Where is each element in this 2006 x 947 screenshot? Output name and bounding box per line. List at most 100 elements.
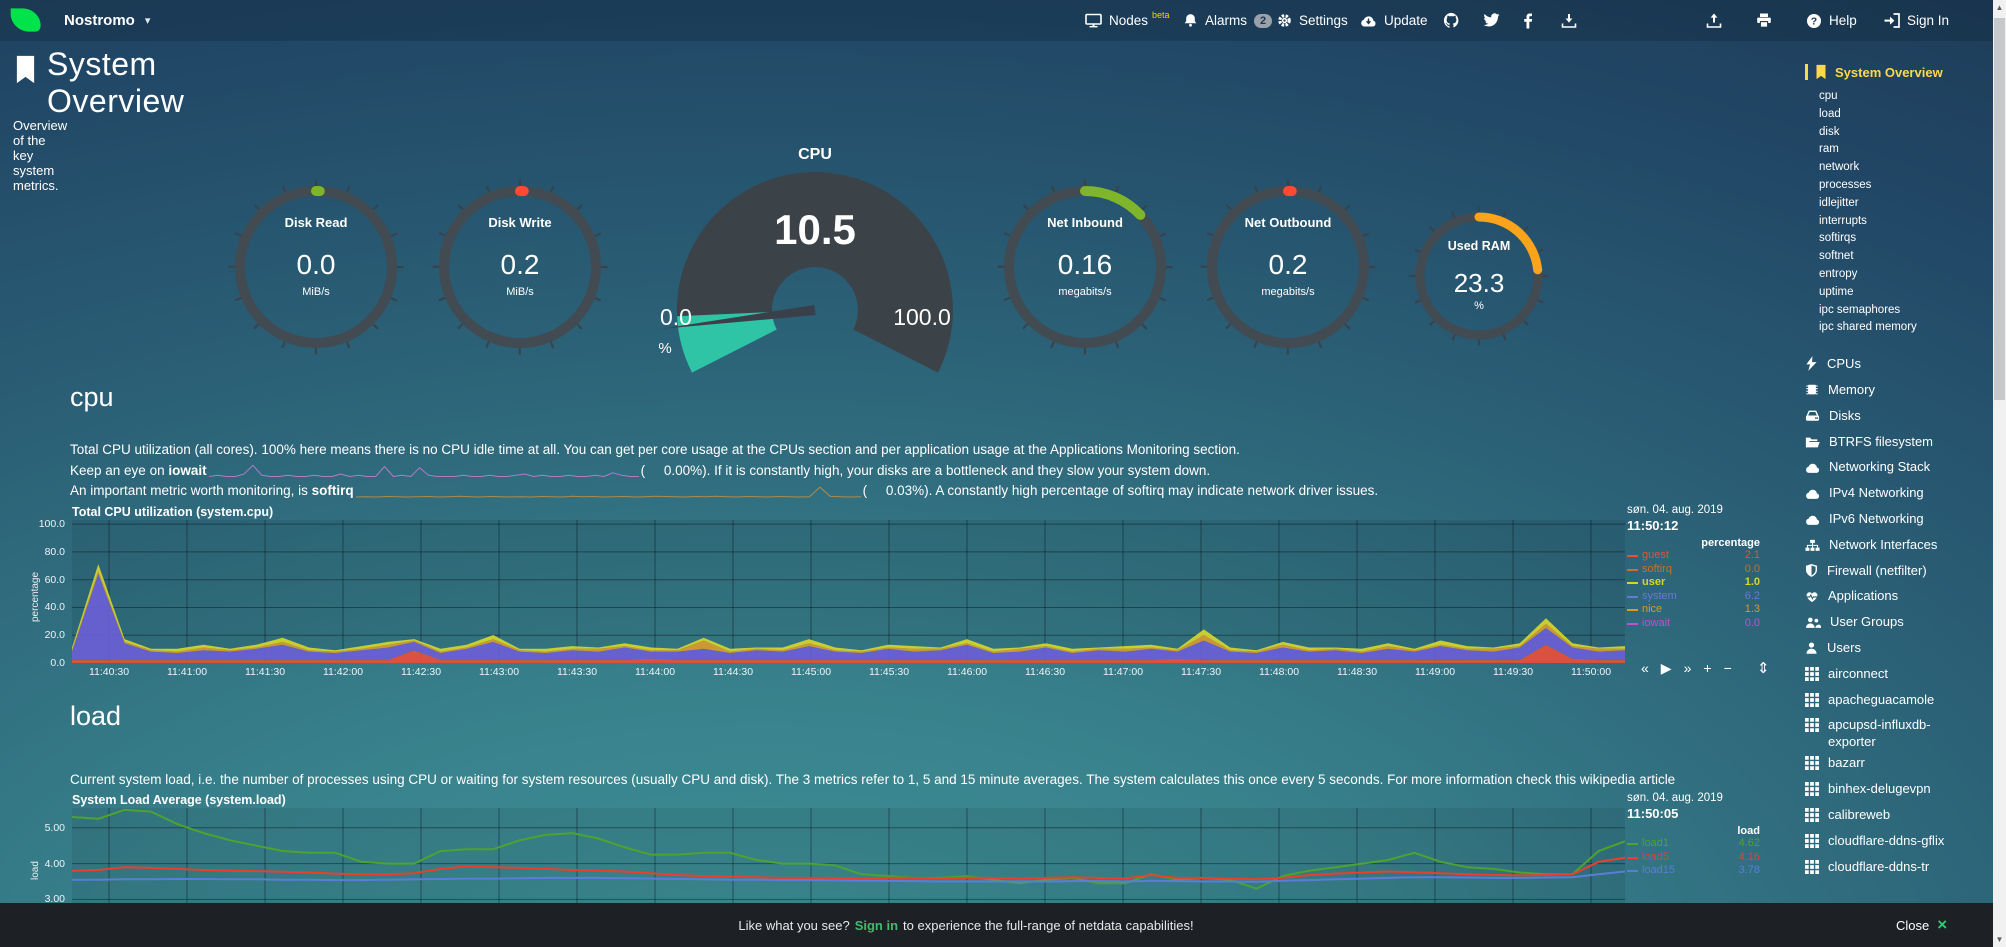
gauge-cpu[interactable]: CPU 10.5 0.0 100.0 %	[650, 140, 980, 400]
user-icon	[1806, 642, 1817, 654]
legend-row-load15[interactable]: load15 3.78	[1627, 864, 1760, 878]
sidebar-item-softirqs[interactable]: softirqs	[1819, 232, 1857, 245]
sidebar-item-load[interactable]: load	[1819, 107, 1841, 120]
nav-twitter[interactable]	[1483, 0, 1500, 41]
signin-banner: Like what you see? Sign in to experience…	[0, 903, 1993, 947]
chart-resize-handle[interactable]: ⇕	[1757, 660, 1770, 677]
nav-settings[interactable]: Settings	[1277, 0, 1348, 41]
gauge-units: megabits/s	[1058, 286, 1112, 298]
sidebar-item-apacheguacamole[interactable]: apacheguacamole	[1805, 687, 1993, 713]
gear-icon	[1278, 14, 1291, 27]
top-navbar: Nostromo ▾ Nodes beta Alarms 2 Settings …	[0, 0, 2006, 41]
banner-close-button[interactable]: Close ×	[1896, 915, 1948, 934]
sidebar-item-networking-stack[interactable]: Networking Stack	[1805, 454, 1993, 480]
series-color-dash	[1627, 622, 1638, 625]
sidebar-item-ram[interactable]: ram	[1819, 143, 1839, 156]
sidebar-item-calibreweb[interactable]: calibreweb	[1805, 802, 1993, 828]
page-subtitle: Overview of the key system metrics.	[13, 118, 68, 193]
sidebar-item-system-overview[interactable]: System Overview	[1805, 64, 1993, 80]
sidebar-item-uptime[interactable]: uptime	[1819, 285, 1854, 298]
pan-backward-button[interactable]: «	[1641, 660, 1649, 676]
sidebar-item-softnet[interactable]: softnet	[1819, 250, 1854, 263]
sidebar-item-user-groups[interactable]: User Groups	[1805, 609, 1993, 635]
sidebar-item-idlejitter[interactable]: idlejitter	[1819, 196, 1859, 209]
sidebar-item-apcupsd-influxdb-exporter[interactable]: apcupsd-influxdb-exporter	[1805, 712, 1993, 750]
sidebar-item-processes[interactable]: processes	[1819, 178, 1872, 191]
page-scrollbar[interactable]: ▲ ▼	[1993, 0, 2006, 947]
hostname-menu[interactable]: Nostromo ▾	[64, 0, 150, 41]
sidebar-item-network-interfaces[interactable]: Network Interfaces	[1805, 532, 1993, 558]
sidebar-item-ipv6[interactable]: IPv6 Networking	[1805, 506, 1993, 532]
load-chart[interactable]: 3.00 4.00 5.00	[45, 808, 1625, 905]
scroll-down-arrow[interactable]: ▼	[1995, 935, 2004, 944]
sidebar-item-cloudflare-ddns-tr[interactable]: cloudflare-ddns-tr	[1805, 854, 1993, 880]
sidebar-item-cpu[interactable]: cpu	[1819, 90, 1838, 102]
nav-help[interactable]: ? Help	[1806, 0, 1857, 41]
gauge-net-outbound[interactable]: Net Outbound 0.2 megabits/s	[1200, 179, 1376, 355]
legend-row-system[interactable]: system 6.2	[1627, 590, 1760, 604]
sidebar-item-ipc-semaphores[interactable]: ipc semaphores	[1819, 303, 1901, 316]
sidebar-item-bazarr[interactable]: bazarr	[1805, 750, 1993, 776]
sidebar-item-users[interactable]: Users	[1805, 635, 1993, 661]
sidebar-item-cloudflare-ddns-gflix[interactable]: cloudflare-ddns-gflix	[1805, 828, 1993, 854]
pan-forward-button[interactable]: »	[1683, 660, 1692, 676]
nav-import[interactable]	[1706, 0, 1722, 41]
sidebar-item-cpus[interactable]: CPUs	[1805, 351, 1993, 377]
legend-row-load5[interactable]: load5 4.16	[1627, 851, 1760, 865]
sidebar-item-interrupts[interactable]: interrupts	[1819, 214, 1867, 227]
legend-row-guest[interactable]: guest 2.1	[1627, 549, 1760, 563]
sidebar-item-btrfs[interactable]: BTRFS filesystem	[1805, 429, 1993, 455]
legend-row-user[interactable]: user 1.0	[1627, 576, 1760, 590]
scroll-up-arrow[interactable]: ▲	[1995, 3, 2004, 12]
zoom-out-button[interactable]: −	[1723, 660, 1732, 676]
nav-nodes[interactable]: Nodes beta	[1085, 0, 1170, 41]
sidebar-item-entropy[interactable]: entropy	[1819, 267, 1858, 280]
sidebar-item-memory[interactable]: Memory	[1805, 377, 1993, 403]
gauge-max: 100.0	[893, 304, 951, 330]
nav-signin[interactable]: Sign In	[1884, 0, 1949, 41]
bookmark-icon	[1816, 64, 1826, 80]
hdd-icon	[1805, 410, 1820, 421]
sidebar-item-ipc-shared-memory[interactable]: ipc shared memory	[1819, 321, 1917, 334]
load-chart-legend: søn. 04. aug. 2019 11:50:05 load load1 4.…	[1627, 792, 1760, 878]
cpu-chart[interactable]: 11:40:30 11:41:00 11:41:30 11:42:00 11:42:30…	[39, 518, 1625, 678]
scrollbar-thumb[interactable]	[1994, 18, 2005, 400]
sidebar-item-disks[interactable]: Disks	[1805, 403, 1993, 429]
bell-icon	[1184, 14, 1197, 27]
legend-row-iowait[interactable]: iowait 0.0	[1627, 617, 1760, 631]
gauge-used-ram[interactable]: Used RAM 23.3 %	[1409, 206, 1549, 346]
nav-settings-label: Settings	[1299, 13, 1348, 28]
nav-update[interactable]: Update	[1360, 0, 1428, 41]
sidebar-item-disk[interactable]: disk	[1819, 125, 1840, 138]
iowait-sparkline[interactable]	[208, 464, 639, 478]
nav-print[interactable]	[1756, 0, 1772, 41]
sidebar-item-binhex-delugevpn[interactable]: binhex-delugevpn	[1805, 776, 1993, 802]
twitter-icon	[1483, 13, 1500, 27]
gauge-disk-write[interactable]: Disk Write 0.2 MiB/s	[432, 179, 608, 355]
sidebar-item-airconnect[interactable]: airconnect	[1805, 661, 1993, 687]
legend-row-load1[interactable]: load1 4.62	[1627, 837, 1760, 851]
load-description: Current system load, i.e. the number of …	[70, 772, 1676, 787]
legend-row-nice[interactable]: nice 1.3	[1627, 603, 1760, 617]
nav-github[interactable]	[1443, 0, 1460, 41]
softirq-sparkline[interactable]	[355, 485, 861, 498]
legend-time: 11:50:12	[1627, 518, 1679, 533]
cloud-icon	[1806, 464, 1820, 474]
sidebar-item-applications[interactable]: Applications	[1805, 583, 1993, 609]
gauge-net-inbound[interactable]: Net Inbound 0.16 megabits/s	[997, 179, 1173, 355]
nav-alarms-label: Alarms	[1205, 13, 1248, 28]
sidebar-item-firewall[interactable]: Firewall (netfilter)	[1805, 558, 1993, 584]
nav-facebook[interactable]	[1523, 0, 1533, 41]
grid-icon	[1805, 756, 1819, 771]
banner-signin-link[interactable]: Sign in	[854, 917, 899, 933]
nav-export[interactable]	[1561, 0, 1577, 41]
zoom-in-button[interactable]: +	[1703, 660, 1712, 676]
nav-alarms[interactable]: Alarms 2	[1183, 0, 1273, 41]
netdata-logo-icon[interactable]	[8, 5, 42, 35]
gauge-units: MiB/s	[506, 286, 534, 298]
sidebar-item-ipv4[interactable]: IPv4 Networking	[1805, 480, 1993, 506]
play-button[interactable]: ▶	[1660, 660, 1672, 676]
gauge-disk-read[interactable]: Disk Read 0.0 MiB/s	[228, 179, 404, 355]
sidebar-item-network[interactable]: network	[1819, 161, 1860, 174]
legend-row-softirq[interactable]: softirq 0.0	[1627, 563, 1760, 577]
